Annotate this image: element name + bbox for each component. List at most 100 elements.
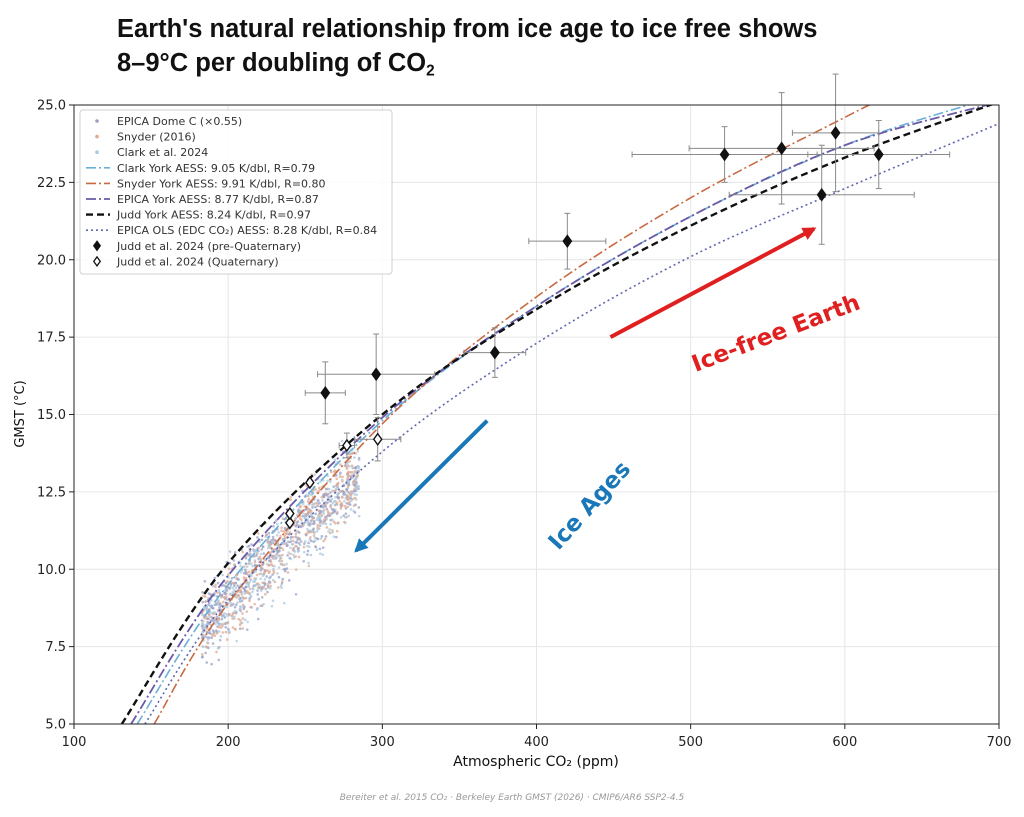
scatter-point	[270, 539, 273, 542]
y-tick-label: 10.0	[37, 563, 66, 578]
scatter-point	[278, 554, 282, 558]
judd-pre-quaternary-point	[320, 385, 331, 400]
scatter-point	[202, 645, 205, 649]
scatter-point	[248, 599, 251, 603]
scatter-point	[353, 456, 356, 459]
scatter-point	[354, 484, 358, 488]
scatter-point	[335, 482, 339, 486]
scatter-point	[294, 592, 298, 596]
scatter-point	[323, 515, 327, 519]
scatter-point	[245, 628, 249, 631]
scatter-point	[201, 590, 204, 594]
scatter-point	[294, 555, 298, 558]
scatter-point	[285, 544, 289, 547]
scatter-point	[277, 566, 281, 569]
scatter-point	[283, 567, 287, 571]
scatter-point	[276, 572, 279, 575]
scatter-point	[346, 464, 350, 467]
legend-swatch-dot	[95, 134, 99, 139]
scatter-point	[216, 602, 220, 605]
scatter-point	[242, 576, 246, 579]
scatter-point	[241, 617, 245, 620]
scatter-point	[345, 497, 349, 501]
scatter-point	[297, 555, 301, 559]
scatter-point	[239, 619, 242, 622]
scatter-point	[289, 552, 292, 556]
scatter-point	[277, 531, 280, 534]
scatter-point	[256, 593, 260, 596]
scatter-point	[271, 564, 274, 568]
scatter-point	[251, 586, 255, 590]
scatter-point	[331, 489, 334, 493]
scatter-point	[240, 593, 244, 596]
scatter-point	[206, 641, 210, 645]
scatter-point	[321, 546, 325, 549]
scatter-point	[351, 497, 355, 501]
scatter-point	[335, 477, 339, 481]
scatter-point	[327, 487, 331, 491]
scatter-point	[348, 460, 351, 463]
scatter-point	[211, 642, 215, 645]
scatter-point	[292, 553, 295, 556]
scatter-point	[256, 582, 259, 585]
scatter-point	[289, 535, 293, 539]
scatter-point	[322, 539, 325, 543]
scatter-point	[229, 582, 233, 586]
scatter-point	[272, 524, 275, 528]
scatter-point	[316, 523, 320, 527]
scatter-point	[267, 564, 270, 567]
scatter-cloud	[200, 436, 361, 666]
scatter-point	[266, 590, 269, 594]
scatter-point	[280, 526, 283, 529]
scatter-point	[231, 617, 234, 620]
scatter-point	[272, 547, 276, 551]
scatter-point	[291, 535, 295, 539]
scatter-point	[271, 573, 274, 576]
scatter-point	[356, 449, 360, 453]
headline: Earth's natural relationship from ice ag…	[117, 12, 817, 88]
scatter-point	[233, 551, 237, 554]
legend: EPICA Dome C (×0.55) Snyder (2016) Clark e…	[79, 109, 393, 275]
scatter-point	[239, 564, 242, 568]
scatter-point	[281, 548, 285, 551]
scatter-point	[284, 542, 288, 545]
scatter-point	[253, 560, 257, 564]
scatter-point	[346, 477, 349, 481]
legend-label: Clark York AESS: 9.05 K/dbl, R=0.79	[117, 162, 315, 175]
scatter-point	[320, 496, 324, 499]
scatter-point	[275, 552, 279, 555]
scatter-point	[214, 585, 217, 589]
scatter-point	[346, 471, 350, 474]
judd-pre-quaternary-point	[776, 141, 787, 156]
scatter-point	[227, 567, 231, 571]
scatter-point	[262, 581, 266, 585]
scatter-point	[322, 518, 326, 522]
scatter-point	[344, 493, 348, 496]
scatter-point	[232, 611, 236, 615]
legend-swatch-dot	[95, 150, 99, 154]
scatter-point	[254, 550, 258, 554]
scatter-point	[235, 603, 238, 607]
scatter-point	[261, 574, 265, 578]
scatter-point	[357, 467, 361, 470]
scatter-point	[261, 545, 265, 549]
scatter-point	[307, 494, 310, 498]
scatter-point	[341, 496, 344, 499]
scatter-point	[241, 603, 245, 607]
scatter-point	[354, 478, 357, 481]
scatter-point	[217, 658, 221, 662]
scatter-point	[221, 573, 224, 577]
scatter-point	[299, 509, 302, 513]
scatter-point	[271, 535, 275, 539]
scatter-point	[312, 527, 315, 530]
scatter-point	[315, 501, 318, 505]
scatter-point	[263, 583, 267, 586]
scatter-point	[201, 655, 204, 659]
scatter-point	[280, 582, 284, 585]
scatter-point	[225, 605, 229, 609]
x-tick-label: 300	[370, 735, 395, 750]
scatter-point	[203, 625, 207, 629]
scatter-point	[272, 571, 276, 574]
scatter-point	[228, 587, 232, 590]
scatter-point	[232, 615, 236, 619]
